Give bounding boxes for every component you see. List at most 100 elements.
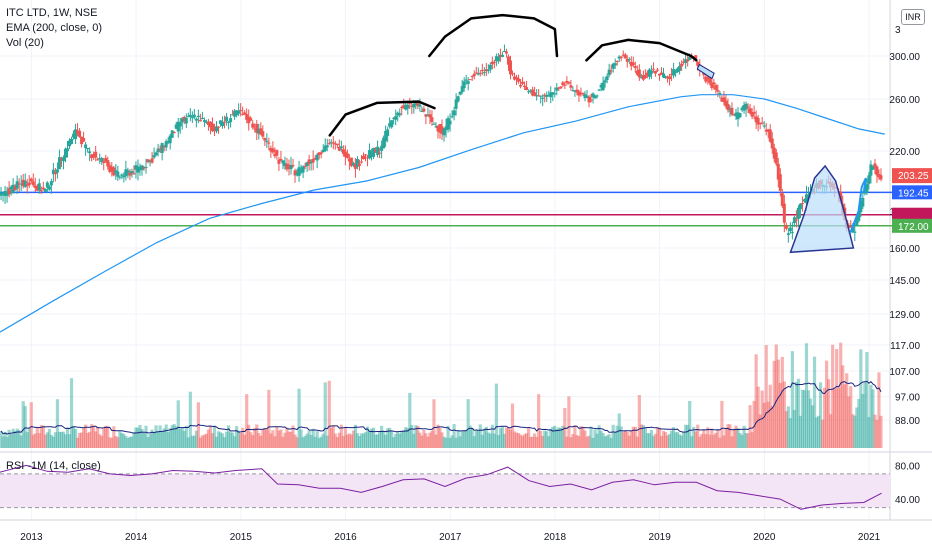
volume-bar: [138, 424, 142, 448]
candle-body: [782, 203, 786, 223]
candle-body: [206, 121, 210, 125]
volume-bar: [257, 433, 261, 448]
legend-ema[interactable]: EMA (200, close, 0): [6, 22, 102, 34]
rsi-legend[interactable]: RSI -1M (14, close): [6, 460, 101, 472]
candle-body: [553, 93, 557, 95]
candle-body: [398, 113, 402, 116]
volume-bar: [31, 434, 35, 448]
volume-bar: [527, 428, 531, 448]
candle-body: [349, 157, 353, 166]
currency-badge[interactable]: INR: [901, 9, 925, 25]
volume-bar: [61, 431, 66, 448]
candle-body: [432, 123, 436, 125]
candle-body: [867, 175, 871, 184]
candle-body: [442, 129, 446, 136]
candle-body: [555, 87, 559, 91]
candle-body: [364, 154, 368, 156]
candle-body: [142, 167, 146, 169]
volume-bar: [561, 425, 565, 448]
candle-body: [390, 120, 394, 128]
candle-body: [74, 129, 78, 140]
volume-bar: [800, 389, 805, 448]
candle-body: [551, 92, 555, 95]
candle-body: [388, 123, 392, 127]
volume-bar: [814, 417, 819, 448]
candle-body: [857, 212, 861, 221]
candle-body: [130, 171, 134, 174]
volume-bar: [442, 436, 446, 448]
volume-bar: [343, 428, 347, 448]
candle-body: [762, 125, 766, 127]
volume-bar: [363, 432, 368, 448]
volume-bar: [750, 432, 754, 448]
volume-bar: [770, 406, 774, 448]
volume-bar: [293, 434, 297, 448]
candle-body: [351, 162, 355, 166]
candle-body: [269, 148, 273, 152]
candle-body: [549, 92, 553, 98]
volume-bar: [673, 432, 678, 448]
volume-bar: [367, 430, 372, 448]
volume-bar: [696, 424, 700, 448]
candle-body: [233, 110, 237, 117]
candle-body: [100, 158, 104, 162]
legend-vol[interactable]: Vol (20): [6, 37, 44, 49]
candle-body: [241, 113, 245, 115]
volume-bar: [132, 432, 136, 448]
candles-layer: [0, 44, 883, 243]
candle-body: [15, 181, 19, 189]
candle-body: [249, 118, 253, 121]
volume-bar: [349, 434, 354, 448]
candle-body: [184, 117, 188, 124]
volume-bar: [631, 426, 635, 448]
volume-bar: [480, 434, 484, 448]
candle-body: [468, 79, 472, 81]
candle-body: [559, 86, 563, 89]
candle-body: [849, 225, 853, 227]
volume-bar: [432, 399, 436, 448]
candle-body: [291, 165, 295, 167]
candle-body: [265, 140, 269, 142]
volume-bar: [315, 431, 319, 448]
candle-body: [243, 112, 247, 115]
candle-body: [247, 116, 251, 124]
candle-body: [168, 135, 172, 144]
candle-body: [599, 84, 603, 88]
volume-bar: [65, 427, 70, 448]
candle-body: [146, 159, 150, 163]
volume-bar: [253, 427, 257, 448]
volume-bar: [726, 424, 730, 448]
candle-body: [720, 97, 724, 102]
candle-body: [281, 160, 285, 164]
volume-bar: [359, 433, 364, 448]
volume-bar: [698, 436, 702, 448]
volume-bar: [371, 427, 376, 448]
volume-bar: [738, 433, 742, 448]
volume-bar: [728, 424, 732, 448]
candle-body: [41, 187, 45, 190]
candle-body: [772, 147, 776, 159]
candle-body: [347, 158, 351, 162]
candle-body: [273, 153, 277, 157]
candle-body: [575, 89, 579, 93]
handle-pattern-line: [849, 177, 867, 234]
candle-body: [156, 148, 160, 152]
volume-bar: [504, 427, 509, 448]
volume-bar: [720, 400, 724, 448]
volume-bar: [667, 433, 672, 448]
volume-bar: [420, 435, 424, 448]
volume-bar: [802, 390, 807, 448]
candle-body: [641, 75, 645, 80]
volume-bar: [835, 349, 839, 448]
volume-bar: [79, 432, 84, 448]
volume-bar: [331, 425, 335, 448]
candle-body: [204, 121, 208, 123]
volume-bar: [84, 424, 88, 448]
candle-body: [170, 130, 174, 138]
volume-bar: [57, 431, 62, 448]
legend-symbol[interactable]: ITC LTD, 1W, NSE: [6, 7, 98, 19]
candle-body: [331, 142, 335, 144]
candle-body: [279, 158, 283, 161]
volume-bar: [472, 436, 476, 448]
